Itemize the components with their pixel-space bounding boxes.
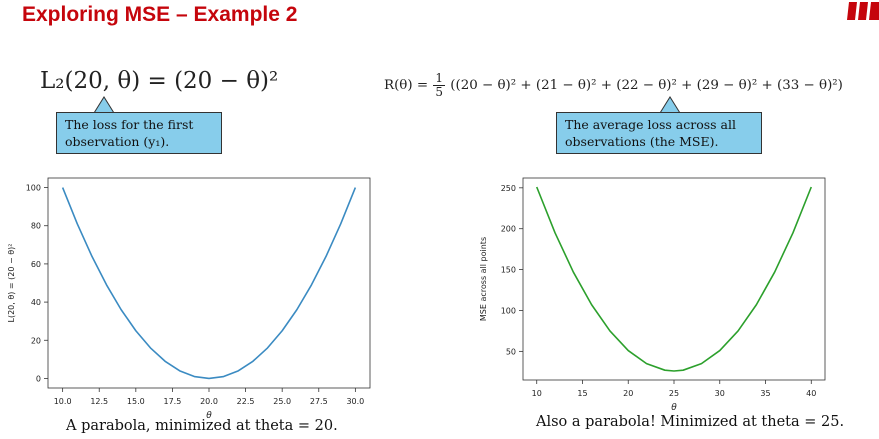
callout-right-line1: The average loss across all [565, 117, 737, 132]
mse-formula-fraction: 1 5 [433, 72, 445, 99]
y-tick-label: 250 [501, 184, 516, 193]
y-tick-label: 200 [501, 225, 516, 234]
caption-left: A parabola, minimized at theta = 20. [66, 418, 338, 434]
callout-right-line2: observations (the MSE). [565, 134, 719, 149]
x-tick-label: 25 [669, 389, 679, 398]
callout-first-observation: The loss for the first observation (y₁). [56, 112, 222, 154]
y-tick-label: 40 [31, 298, 41, 307]
y-tick-label: 150 [501, 266, 516, 275]
plot-frame [522, 177, 826, 381]
callout-left-line2: observation (y₁). [65, 134, 170, 149]
x-tick-label: 10.0 [54, 397, 72, 406]
x-tick-label: 25.0 [273, 397, 291, 406]
x-tick-label: 20.0 [200, 397, 218, 406]
university-logo-icon [847, 2, 879, 20]
plot-frame [47, 177, 371, 389]
x-tick-label: 17.5 [164, 397, 182, 406]
x-tick-label: 15.0 [127, 397, 145, 406]
y-axis-label: L(20, θ) = (20 − θ)² [7, 244, 16, 323]
y-tick-label: 0 [36, 374, 41, 383]
fraction-denominator: 5 [435, 85, 443, 99]
callout-left-line1: The loss for the first [65, 117, 194, 132]
x-tick-label: 15 [577, 389, 587, 398]
mse-formula-body: ((20 − θ)² + (21 − θ)² + (22 − θ)² + (29… [450, 78, 843, 93]
y-tick-label: 100 [26, 184, 41, 193]
callout-average-loss: The average loss across all observations… [556, 112, 762, 154]
x-tick-label: 30.0 [346, 397, 364, 406]
x-tick-label: 12.5 [90, 397, 108, 406]
series-line [61, 187, 357, 380]
loss-parabola-chart: 10.0 12.5 15.0 17.5 20.0 22.5 25.0 27.5 30.0 0 20 4… [7, 177, 371, 420]
x-tick-label: 22.5 [237, 397, 255, 406]
series-line [535, 186, 813, 372]
callout-right-pointer [659, 96, 681, 114]
x-tick-label: 30 [715, 389, 725, 398]
x-tick-label: 27.5 [310, 397, 328, 406]
loss-formula: L₂(20, θ) = (20 − θ)² [40, 68, 279, 94]
mse-parabola-chart: 10 15 20 25 30 35 40 50 100 150 200 250 θ MSE across … [479, 177, 826, 413]
caption-right: Also a parabola! Minimized at theta = 25… [536, 414, 845, 430]
x-tick-label: 35 [760, 389, 770, 398]
y-tick-label: 100 [501, 306, 516, 315]
fraction-numerator: 1 [433, 71, 445, 86]
mse-formula-prefix: R(θ) = [384, 78, 429, 93]
y-tick-label: 50 [506, 347, 516, 356]
y-tick-label: 20 [31, 336, 41, 345]
x-tick-label: 40 [806, 389, 816, 398]
x-tick-label: 10 [532, 389, 542, 398]
y-axis-label: MSE across all points [479, 237, 488, 321]
x-tick-label: 20 [623, 389, 633, 398]
y-tick-label: 80 [31, 222, 41, 231]
mse-formula: R(θ) = 1 5 ((20 − θ)² + (21 − θ)² + (22 … [384, 72, 843, 99]
x-axis-label: θ [671, 403, 677, 413]
callout-left-pointer [93, 96, 115, 114]
y-tick-label: 60 [31, 260, 41, 269]
x-axis-label: θ [206, 411, 212, 420]
callout-pointers [93, 96, 681, 114]
slide-title: Exploring MSE – Example 2 [22, 3, 298, 26]
